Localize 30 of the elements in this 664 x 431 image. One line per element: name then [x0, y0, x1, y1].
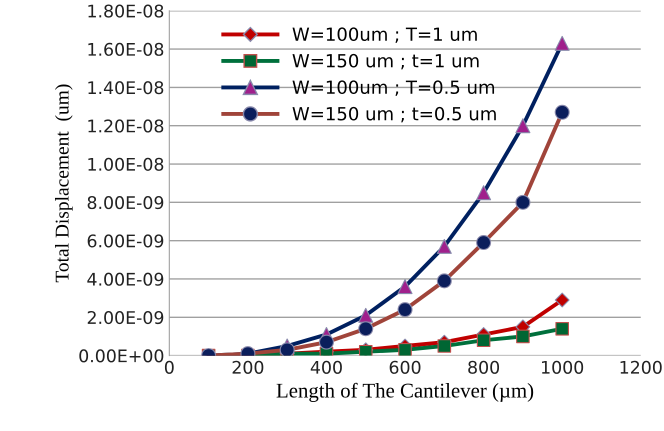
y-tick-label: 2.00E-09: [88, 310, 164, 324]
x-axis-title: Length of The Cantilever (µm): [276, 382, 534, 402]
y-tick-label: 1.00E-08: [88, 158, 164, 171]
y-axis-title: Total Displacement (um): [55, 84, 73, 282]
legend-label: W=150 um ; t=0.5 um: [292, 106, 496, 122]
y-tick-label: 1.60E-08: [88, 42, 164, 56]
y-tick-label: 6.00E-09: [88, 234, 164, 248]
point: [280, 342, 295, 356]
point: [554, 36, 570, 51]
x-tick-label: 1200: [620, 360, 662, 374]
x-tick-label: 800: [468, 360, 500, 374]
x-tick-label: 0: [164, 360, 174, 374]
x-tick-label: 200: [232, 360, 264, 374]
legend-label: W=150 um ; t=1 um: [292, 54, 479, 70]
point: [515, 118, 530, 134]
y-tick-label: 1.40E-08: [88, 81, 164, 94]
x-tick-label: 600: [390, 360, 420, 374]
legend-label: W=100um ; T=1 um: [292, 27, 477, 43]
y-tick-label: 4.00E-09: [87, 272, 164, 286]
y-tick-label: 1.80E-08: [88, 4, 164, 18]
legend-label: W=100um ; T=0.5 um: [292, 80, 494, 96]
point: [398, 279, 413, 294]
point: [358, 308, 374, 323]
x-tick-label: 400: [310, 360, 342, 374]
x-tick-label: 1000: [542, 360, 584, 374]
y-tick-label: 1.20E-08: [88, 119, 164, 133]
y-tick-label: 8.00E-09: [88, 196, 164, 210]
y-tick-label: 0.00E+00: [79, 349, 164, 362]
point: [436, 238, 452, 254]
point: [476, 185, 492, 200]
